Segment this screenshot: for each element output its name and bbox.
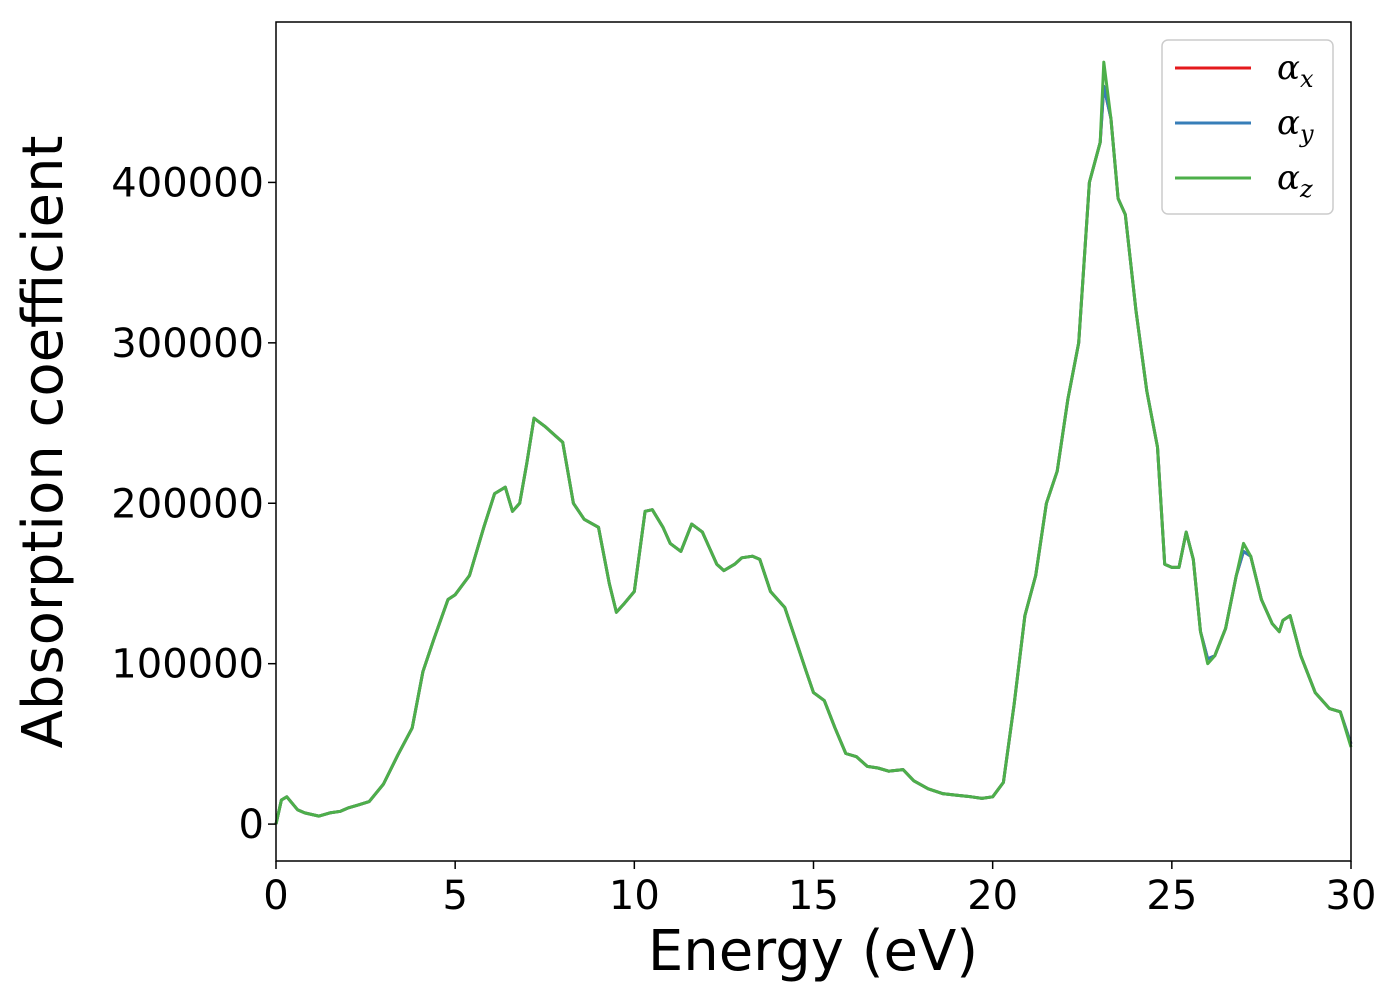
x-tick-label: 10 bbox=[609, 873, 660, 919]
x-tick-label: 25 bbox=[1146, 873, 1197, 919]
x-tick-label: 15 bbox=[788, 873, 839, 919]
legend-label-z: αz bbox=[1277, 158, 1313, 203]
x-axis-ticks: 0 5 10 15 20 25 30 bbox=[263, 861, 1376, 919]
legend-label-x: αx bbox=[1277, 48, 1314, 93]
legend-label-y: αy bbox=[1277, 103, 1314, 148]
x-tick-label: 20 bbox=[967, 873, 1018, 919]
x-tick-label: 5 bbox=[442, 873, 467, 919]
x-tick-label: 30 bbox=[1326, 873, 1377, 919]
legend-box bbox=[1161, 39, 1334, 215]
y-tick-label: 400000 bbox=[111, 160, 264, 206]
y-tick-label: 0 bbox=[239, 802, 264, 848]
series-line-z bbox=[274, 60, 1353, 825]
y-axis-title: Absorption coefficient bbox=[11, 136, 76, 749]
x-tick-label: 0 bbox=[263, 873, 288, 919]
y-tick-label: 200000 bbox=[111, 481, 264, 527]
y-tick-label: 100000 bbox=[111, 642, 264, 688]
y-tick-label: 300000 bbox=[111, 321, 264, 367]
y-axis-ticks: 0 100000 200000 300000 400000 bbox=[111, 160, 276, 848]
series-lines bbox=[274, 60, 1353, 825]
x-axis-title: Energy (eV) bbox=[648, 919, 978, 984]
legend: αx αy αz bbox=[1161, 39, 1334, 215]
